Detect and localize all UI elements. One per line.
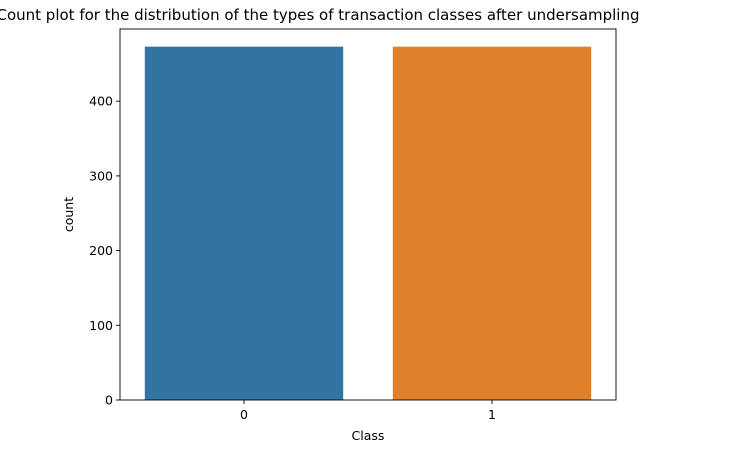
y-axis-ticks: 0 100 200 300 400 [89, 94, 120, 408]
y-tick-label: 300 [89, 168, 113, 183]
axes-frame [119, 28, 617, 401]
y-tick-label: 400 [89, 94, 113, 109]
x-tick-label: 1 [488, 407, 496, 422]
x-axis-label: Class [352, 428, 385, 443]
y-axis-label: count [61, 197, 76, 232]
x-tick-label: 0 [240, 407, 248, 422]
bar-class-0 [144, 46, 344, 401]
y-tick-label: 200 [89, 243, 113, 258]
y-tick-label: 0 [105, 393, 113, 408]
chart-title: Count plot for the distribution of the t… [0, 6, 640, 24]
y-tick-label: 100 [89, 318, 113, 333]
plot-area [119, 28, 617, 401]
bar-class-1 [392, 46, 592, 401]
